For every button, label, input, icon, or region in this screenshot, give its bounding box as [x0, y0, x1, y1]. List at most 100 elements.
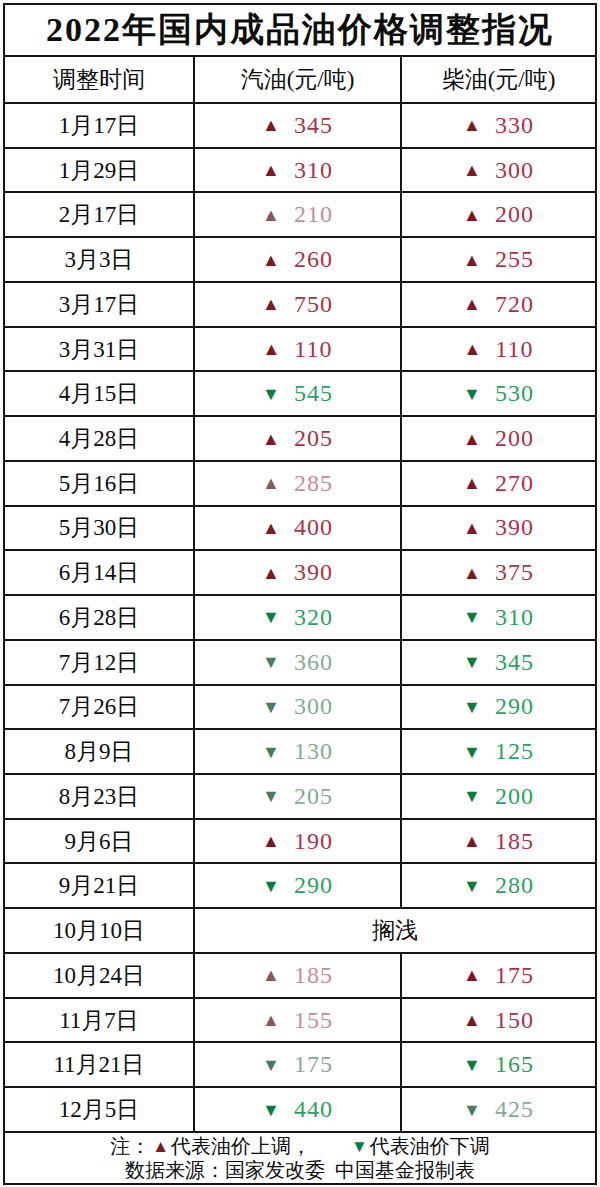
up-triangle-icon: ▲	[463, 251, 481, 269]
price-value: 110	[294, 336, 332, 363]
diesel-cell: ▼425	[402, 1088, 595, 1131]
diesel-cell: ▲ 300	[402, 149, 595, 192]
price-value: 440	[294, 1096, 333, 1123]
diesel-cell: ▼200	[402, 775, 595, 818]
table-row: 10月24日▲185▲175	[5, 952, 595, 997]
data-source: 数据来源：国家发改委 中国基金报制表	[125, 1158, 475, 1182]
up-triangle-icon: ▲	[262, 519, 280, 537]
price-value: 300	[294, 693, 333, 720]
date-cell: 5月16日	[5, 462, 195, 505]
price-value: 200	[495, 201, 534, 228]
diesel-cell: ▲150	[402, 999, 595, 1042]
date-cell: 12月5日	[5, 1088, 195, 1131]
diesel-cell: ▼125	[402, 730, 595, 773]
gasoline-cell: ▲345	[195, 104, 402, 147]
table-body: 1月17日▲345▲3301月29日▲310▲3002月17日▲210▲2003…	[5, 102, 595, 1131]
up-triangle-icon: ▲	[262, 832, 280, 850]
price-value: 205	[294, 425, 333, 452]
down-triangle-icon: ▼	[262, 1101, 280, 1119]
table-row: 5月30日▲400▲390	[5, 505, 595, 550]
up-triangle-icon: ▲	[463, 564, 481, 582]
table-footnote: 注： ▲ 代表油价上调， ▼ 代表油价下调 数据来源：国家发改委 中国基金报制表	[5, 1131, 595, 1183]
down-triangle-icon: ▼	[262, 1056, 280, 1074]
up-triangle-icon: ▲	[463, 1011, 481, 1029]
date-cell: 7月26日	[5, 686, 195, 729]
gasoline-cell: ▲190	[195, 820, 402, 863]
down-triangle-icon: ▼	[262, 743, 280, 761]
price-value: 310	[294, 157, 333, 184]
diesel-cell: ▲ 110	[402, 328, 595, 371]
table-row: 8月23日▼205▼200	[5, 773, 595, 818]
up-triangle-icon: ▲	[262, 161, 280, 179]
down-triangle-icon: ▼	[351, 1138, 368, 1155]
diesel-cell: ▲185	[402, 820, 595, 863]
down-triangle-icon: ▼	[262, 787, 280, 805]
price-value: 185	[495, 828, 534, 855]
diesel-cell: ▲390	[402, 507, 595, 550]
table-row: 7月12日▼360▼345	[5, 639, 595, 684]
table-row: 6月14日▲390▲375	[5, 549, 595, 594]
diesel-cell: ▼310	[402, 596, 595, 639]
up-triangle-icon: ▲	[262, 474, 280, 492]
price-value: 165	[495, 1051, 534, 1078]
column-header-gasoline: 汽油(元/吨)	[195, 57, 402, 102]
up-triangle-icon: ▲	[463, 474, 481, 492]
price-value: 290	[294, 872, 333, 899]
date-cell: 9月6日	[5, 820, 195, 863]
price-value: 260	[294, 246, 333, 273]
table-row: 11月21日▼175▼ 165	[5, 1041, 595, 1086]
diesel-cell: ▲200	[402, 417, 595, 460]
price-value: 200	[495, 783, 534, 810]
up-triangle-icon: ▲	[262, 430, 280, 448]
up-triangle-icon: ▲	[463, 430, 481, 448]
date-cell: 9月21日	[5, 864, 195, 907]
date-cell: 3月31日	[5, 328, 195, 371]
gasoline-cell: ▲ 400	[195, 507, 402, 550]
gasoline-cell: ▼290	[195, 864, 402, 907]
price-value: 210	[294, 201, 333, 228]
table-row: 10月10日搁浅	[5, 907, 595, 952]
note-prefix: 注：	[110, 1134, 150, 1158]
table-row: 11月7日 ▲ 155 ▲150	[5, 997, 595, 1042]
diesel-cell: ▲255	[402, 238, 595, 281]
price-value: 185	[294, 962, 333, 989]
diesel-cell: ▲ 375	[402, 551, 595, 594]
table-row: 3月31日▲110▲110	[5, 326, 595, 371]
date-cell: 1月17日	[5, 104, 195, 147]
up-triangle-icon: ▲	[463, 519, 481, 537]
up-triangle-icon: ▲	[463, 161, 481, 179]
table-row: 4月15日▼545▼530	[5, 370, 595, 415]
gasoline-cell: ▲185	[195, 954, 402, 997]
date-cell: 10月10日	[5, 909, 195, 952]
down-triangle-icon: ▼	[262, 608, 280, 626]
down-triangle-icon: ▼	[262, 385, 280, 403]
up-triangle-icon: ▲	[463, 206, 481, 224]
down-triangle-icon: ▼	[262, 698, 280, 716]
gasoline-cell: ▲390	[195, 551, 402, 594]
gasoline-cell: ▼175	[195, 1043, 402, 1086]
gasoline-cell: ▲ 310	[195, 149, 402, 192]
table-row: 3月17日▲750▲720	[5, 281, 595, 326]
price-value: 400	[294, 514, 333, 541]
date-cell: 11月7日	[5, 999, 195, 1042]
column-header-diesel: 柴油(元/吨)	[402, 57, 595, 102]
price-value: 345	[294, 112, 333, 139]
diesel-cell: ▼530	[402, 372, 595, 415]
price-value: 110	[495, 336, 533, 363]
diesel-cell: ▼280	[402, 864, 595, 907]
up-triangle-icon: ▲	[463, 116, 481, 134]
up-triangle-icon: ▲	[463, 295, 481, 313]
price-value: 390	[294, 559, 333, 586]
date-cell: 4月15日	[5, 372, 195, 415]
date-cell: 11月21日	[5, 1043, 195, 1086]
date-cell: 8月9日	[5, 730, 195, 773]
price-value: 530	[495, 380, 534, 407]
up-triangle-icon: ▲	[464, 340, 482, 358]
down-triangle-icon: ▼	[463, 877, 481, 895]
price-value: 155	[294, 1007, 333, 1034]
price-value: 300	[495, 157, 534, 184]
table-row: 3月3日▲260▲255	[5, 236, 595, 281]
gasoline-cell: ▲260	[195, 238, 402, 281]
price-value: 375	[495, 559, 534, 586]
fuel-price-adjustment-table: 2022年国内成品油价格调整指况 调整时间 汽油(元/吨) 柴油(元/吨) 1月…	[3, 3, 597, 1185]
